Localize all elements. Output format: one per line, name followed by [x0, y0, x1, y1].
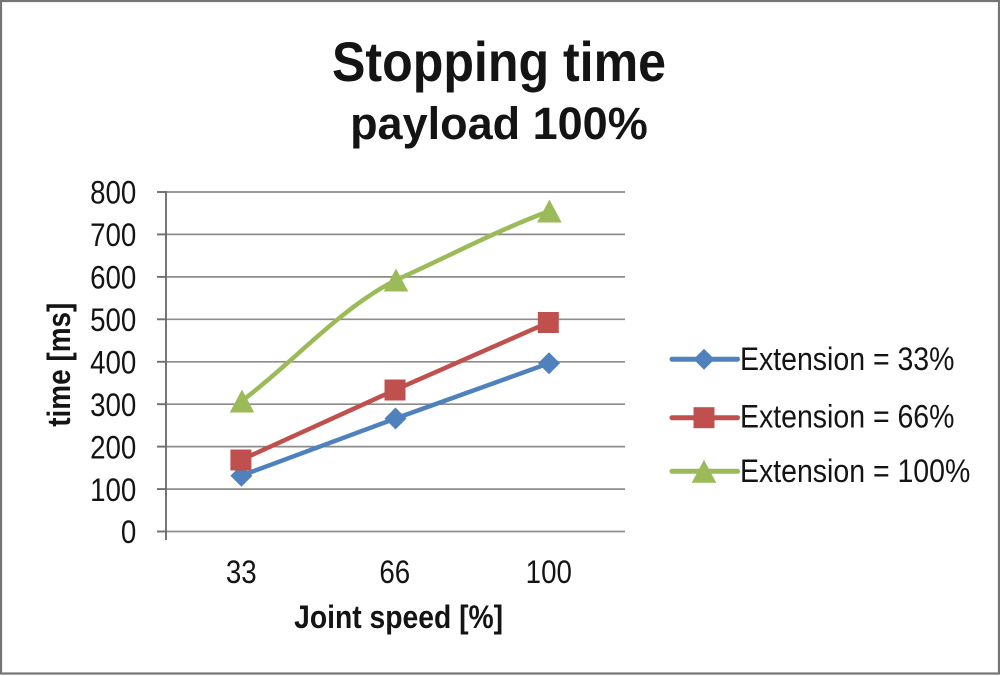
- svg-text:Joint speed [%]: Joint speed [%]: [294, 601, 503, 636]
- svg-text:300: 300: [90, 388, 136, 423]
- svg-text:Extension = 66%: Extension = 66%: [740, 400, 954, 435]
- svg-text:payload 100%: payload 100%: [350, 98, 648, 149]
- svg-text:100: 100: [90, 473, 136, 508]
- svg-text:400: 400: [90, 346, 136, 381]
- svg-text:0: 0: [121, 515, 136, 550]
- svg-text:66: 66: [379, 555, 410, 590]
- svg-text:Extension = 100%: Extension = 100%: [740, 455, 970, 490]
- svg-text:700: 700: [90, 218, 136, 253]
- svg-text:800: 800: [90, 176, 136, 211]
- svg-text:100: 100: [526, 555, 572, 590]
- svg-text:time [ms]: time [ms]: [42, 303, 77, 427]
- svg-text:200: 200: [90, 431, 136, 466]
- svg-text:Extension = 33%: Extension = 33%: [740, 343, 954, 378]
- svg-text:600: 600: [90, 261, 136, 296]
- svg-text:500: 500: [90, 303, 136, 338]
- svg-text:Stopping time: Stopping time: [332, 31, 666, 93]
- svg-text:33: 33: [226, 555, 257, 590]
